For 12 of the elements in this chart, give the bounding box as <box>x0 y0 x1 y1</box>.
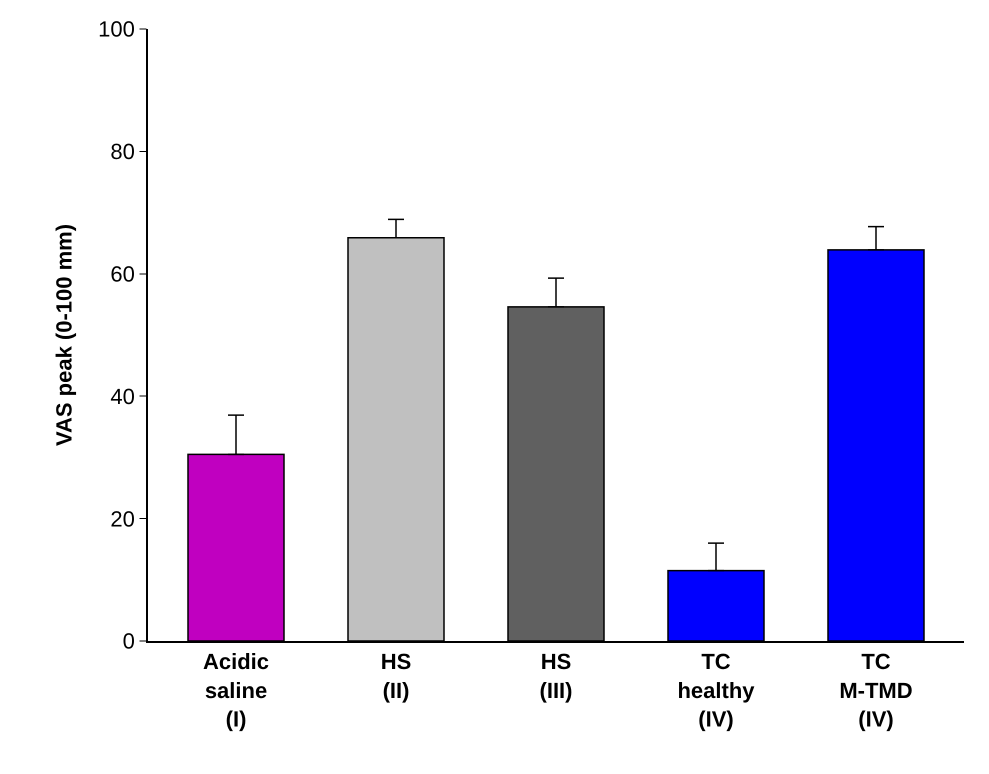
y-tick-label: 60 <box>110 262 135 286</box>
y-tick-label: 40 <box>110 384 135 409</box>
x-tick-label: HS (II) <box>380 649 412 703</box>
x-tick-label: TC M-TMD (IV) <box>839 649 913 732</box>
y-tick-label: 0 <box>122 628 135 654</box>
x-tick-label: Acidic saline (I) <box>202 649 270 732</box>
y-tick-label: 100 <box>98 16 135 42</box>
y-axis-title: VAS peak (0-100 mm) <box>51 224 76 446</box>
y-tick-label: 20 <box>110 506 135 532</box>
x-tick-label: HS (III) <box>540 649 572 703</box>
x-tick-label: TC healthy (IV) <box>677 649 756 732</box>
y-tick-label: 80 <box>110 139 135 164</box>
